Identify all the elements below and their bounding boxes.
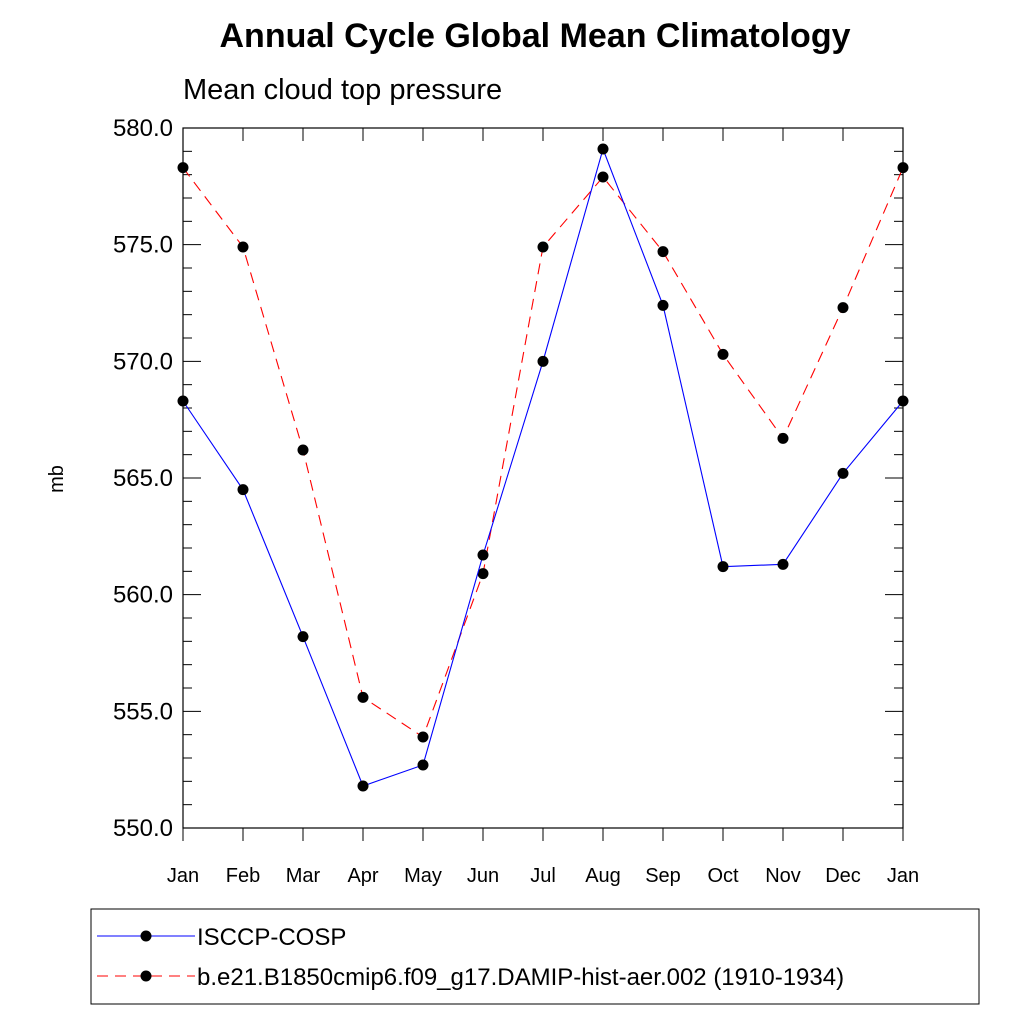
x-tick-label: Feb — [226, 865, 260, 887]
data-point — [537, 355, 549, 367]
y-tick-label: 570.0 — [113, 348, 173, 375]
data-point — [237, 484, 249, 496]
data-point — [597, 171, 609, 183]
data-point — [837, 467, 849, 479]
x-tick-label: Aug — [585, 865, 621, 887]
data-point — [417, 731, 429, 743]
y-tick-label: 560.0 — [113, 582, 173, 609]
legend: ISCCP-COSP b.e21.B1850cmip6.f09_g17.DAMIP… — [90, 908, 980, 1005]
data-point — [297, 444, 309, 456]
x-tick-label: Nov — [765, 865, 801, 887]
y-axis-label: mb — [46, 465, 68, 493]
data-point — [357, 780, 369, 792]
data-point — [237, 241, 249, 253]
x-tick-label: May — [404, 865, 442, 887]
x-tick-label: Jul — [530, 865, 556, 887]
x-tick-label: Sep — [645, 865, 681, 887]
legend-marker — [140, 970, 152, 982]
x-tick-label: Apr — [347, 865, 378, 887]
data-point — [657, 246, 669, 258]
data-point — [597, 143, 609, 155]
legend-label: ISCCP-COSP — [197, 924, 346, 951]
x-tick-label: Oct — [707, 865, 739, 887]
legend-label: b.e21.B1850cmip6.f09_g17.DAMIP-hist-aer.… — [197, 964, 844, 991]
data-point — [477, 568, 489, 580]
data-point — [717, 348, 729, 360]
data-point — [717, 561, 729, 573]
legend-marker — [140, 930, 152, 942]
axis-tick-labels: 550.0 555.0 560.0 565.0 570.0 575.0 580.0 Jan Fe… — [113, 115, 919, 887]
data-point — [837, 302, 849, 314]
x-tick-label: Mar — [286, 865, 321, 887]
data-point — [357, 691, 369, 703]
x-tick-label: Jan — [887, 865, 919, 887]
y-tick-label: 575.0 — [113, 232, 173, 259]
y-tick-label: 565.0 — [113, 465, 173, 492]
legend-box — [90, 908, 980, 1005]
x-tick-label: Jan — [167, 865, 199, 887]
y-tick-label: 550.0 — [113, 815, 173, 842]
plot-frame — [182, 127, 904, 829]
series-isccp-cosp — [177, 143, 909, 792]
x-tick-label: Dec — [825, 865, 861, 887]
data-point — [477, 549, 489, 561]
x-tick-label: Jun — [467, 865, 499, 887]
chart-subtitle: Mean cloud top pressure — [183, 74, 502, 106]
series-line — [182, 167, 904, 738]
series-layer — [177, 143, 909, 792]
data-point — [657, 299, 669, 311]
data-point — [297, 631, 309, 643]
chart-title: Annual Cycle Global Mean Climatology — [220, 17, 851, 55]
data-point — [417, 759, 429, 771]
data-point — [537, 241, 549, 253]
series-model — [177, 162, 909, 743]
data-point — [777, 432, 789, 444]
data-point — [777, 558, 789, 570]
axis-ticks — [182, 127, 904, 841]
y-tick-label: 555.0 — [113, 698, 173, 725]
y-tick-label: 580.0 — [113, 115, 173, 142]
